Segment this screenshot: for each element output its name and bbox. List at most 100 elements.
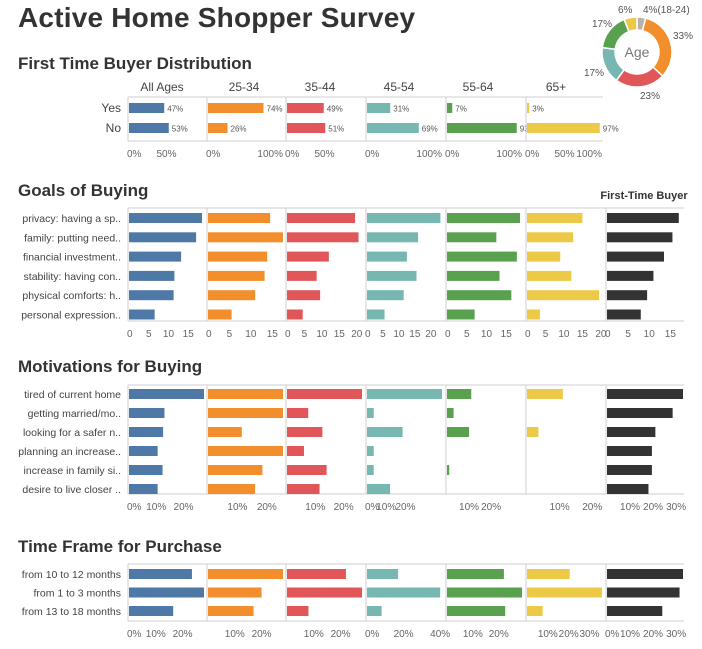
goals-tick-first-time-buyer-0: 0 — [605, 329, 611, 340]
timeframe-bar-35-44-1 — [287, 587, 362, 598]
motivations-bar-45-54-3 — [367, 446, 374, 456]
motivations-row-label-5: desire to live closer .. — [22, 484, 121, 496]
timeframe-bar-55-64-0 — [447, 569, 504, 579]
distribution-tick-all-ages-0: 0% — [127, 149, 142, 160]
goals-bar-55-64-1 — [447, 232, 497, 243]
motivations-tick-65-20: 20% — [582, 502, 602, 513]
timeframe-tick-all-ages-10: 10% — [146, 629, 166, 640]
distribution-bar-25-34-yes — [208, 103, 264, 113]
motivations-tick-25-34-20: 20% — [257, 502, 277, 513]
donut-label-25-34: 33% — [673, 31, 693, 42]
timeframe-bar-65-0 — [527, 569, 570, 579]
timeframe-row-label-2: from 13 to 18 months — [22, 606, 121, 618]
motivations-bar-45-54-5 — [367, 484, 391, 494]
motivations-bar-45-54-1 — [367, 408, 374, 418]
goals-row-label-2: financial investment.. — [23, 252, 121, 264]
timeframe-tick-35-44-10: 10% — [304, 629, 324, 640]
motivations-tick-35-44-20: 20% — [334, 502, 354, 513]
distribution-bar-55-64-no — [447, 123, 517, 133]
goals-row-label-3: stability: having con.. — [24, 271, 121, 283]
dashboard-title: Active Home Shopper Survey — [18, 2, 416, 33]
donut-center-label: Age — [625, 44, 650, 60]
distribution-tick-25-34-100: 100% — [257, 149, 283, 160]
goals-bar-55-64-4 — [447, 290, 512, 301]
section-title-timeframe: Time Frame for Purchase — [18, 537, 222, 556]
goals-bar-25-34-0 — [208, 213, 271, 223]
goals-tick-65-0: 0 — [525, 329, 531, 340]
motivations-bar-all-ages-4 — [129, 465, 163, 475]
motivations-bar-55-64-0 — [447, 389, 472, 399]
goals-bar-first-time-buyer-3 — [607, 270, 654, 281]
distribution-tick-55-64-0: 0% — [445, 149, 460, 160]
section-title-motivations: Motivations for Buying — [18, 357, 203, 376]
first-time-buyer-label: First-Time Buyer — [600, 190, 688, 202]
goals-tick-35-44-5: 5 — [302, 329, 308, 340]
motivations-bar-25-34-1 — [208, 408, 283, 418]
distribution-row-label-no: No — [106, 121, 122, 135]
donut-label-35-44: 23% — [640, 91, 660, 102]
distribution-value-25-34-yes: 74% — [267, 105, 283, 114]
goals-bar-35-44-2 — [287, 251, 329, 262]
goals-tick-45-54-0: 0 — [365, 329, 371, 340]
goals-tick-45-54-20: 20 — [425, 329, 437, 340]
goals-bar-first-time-buyer-0 — [607, 213, 679, 223]
motivations-bar-65-2 — [527, 427, 539, 437]
motivations-bar-45-54-0 — [367, 389, 442, 399]
timeframe-tick-65-10: 10% — [538, 629, 558, 640]
distribution-value-25-34-no: 26% — [231, 125, 247, 134]
timeframe-tick-25-34-10: 10% — [225, 629, 245, 640]
motivations-tick-45-54-20: 20% — [395, 502, 415, 513]
goals-bar-first-time-buyer-1 — [607, 232, 673, 243]
timeframe-bar-first-time-buyer-1 — [607, 587, 680, 598]
goals-bar-45-54-2 — [367, 251, 407, 262]
goals-bar-45-54-3 — [367, 270, 417, 281]
goals-bar-45-54-5 — [367, 309, 385, 320]
goals-tick-55-64-10: 10 — [481, 329, 493, 340]
distribution-value-55-64-yes: 7% — [455, 105, 467, 114]
timeframe-tick-45-54-0: 0% — [365, 629, 380, 640]
distribution-col-header-55-64: 55-64 — [463, 80, 494, 94]
distribution-tick-45-54-0: 0% — [365, 149, 380, 160]
goals-bar-all-ages-0 — [129, 213, 203, 223]
goals-tick-65-20: 20 — [595, 329, 607, 340]
timeframe-bar-35-44-2 — [287, 606, 309, 616]
goals-row-label-1: family: putting need.. — [24, 232, 121, 244]
motivations-tick-first-time-buyer-20: 20% — [643, 502, 663, 513]
timeframe-bar-first-time-buyer-2 — [607, 606, 663, 616]
motivations-row-label-2: looking for a safer n.. — [23, 427, 121, 439]
motivations-bar-65-0 — [527, 389, 563, 399]
timeframe-tick-55-64-20: 20% — [489, 629, 509, 640]
distribution-tick-all-ages-50: 50% — [156, 149, 176, 160]
donut-label-18-24: 4%(18-24) — [643, 5, 690, 16]
motivations-tick-first-time-buyer-30: 30% — [666, 502, 686, 513]
goals-bar-55-64-3 — [447, 270, 500, 281]
goals-bar-first-time-buyer-2 — [607, 251, 664, 262]
goals-bar-45-54-1 — [367, 232, 419, 243]
motivations-bar-first-time-buyer-3 — [607, 446, 652, 456]
distribution-bar-35-44-no — [287, 123, 326, 133]
goals-bar-first-time-buyer-4 — [607, 290, 648, 301]
goals-bar-35-44-0 — [287, 213, 356, 223]
goals-tick-65-15: 15 — [577, 329, 589, 340]
goals-tick-45-54-5: 5 — [380, 329, 386, 340]
goals-tick-55-64-15: 15 — [501, 329, 513, 340]
distribution-col-header-25-34: 25-34 — [229, 80, 260, 94]
motivations-bar-all-ages-0 — [129, 389, 204, 399]
goals-bar-65-2 — [527, 251, 561, 262]
goals-tick-all-ages-15: 15 — [183, 329, 195, 340]
goals-bar-55-64-2 — [447, 251, 517, 262]
distribution-bar-45-54-yes — [367, 103, 391, 113]
distribution-value-all-ages-no: 53% — [172, 125, 188, 134]
motivations-tick-55-64-10: 10% — [459, 502, 479, 513]
goals-bar-35-44-4 — [287, 290, 321, 301]
goals-tick-35-44-10: 10 — [316, 329, 328, 340]
timeframe-tick-25-34-20: 20% — [252, 629, 272, 640]
goals-tick-55-64-0: 0 — [445, 329, 451, 340]
motivations-tick-35-44-10: 10% — [305, 502, 325, 513]
motivations-bar-35-44-2 — [287, 427, 323, 437]
goals-bar-45-54-4 — [367, 290, 404, 301]
motivations-bar-all-ages-5 — [129, 484, 158, 494]
motivations-tick-55-64-20: 20% — [481, 502, 501, 513]
goals-bar-25-34-5 — [208, 309, 232, 320]
